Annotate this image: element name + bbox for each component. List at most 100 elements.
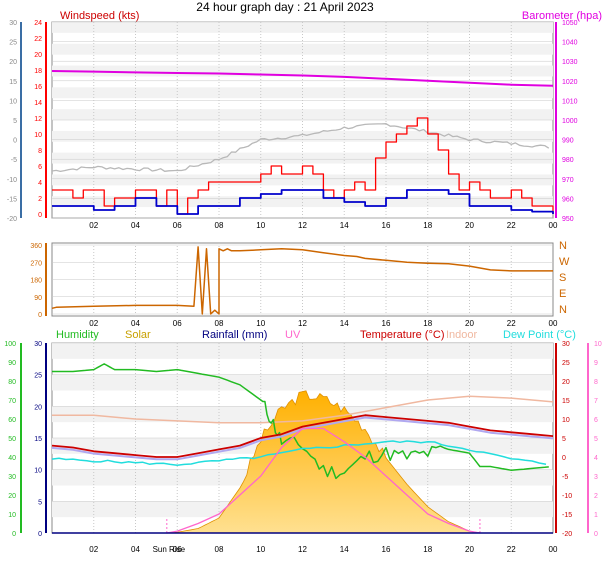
temp-xtick-08: 08	[215, 545, 224, 554]
series-dew-point	[51, 440, 547, 467]
wind-xtick-22: 22	[507, 221, 516, 230]
temp-axis-tick: -10	[562, 493, 572, 500]
humidity-axis-tick: 20	[8, 493, 16, 500]
outer-axis-tick: 30	[9, 20, 17, 27]
dir-compass-tick: E	[559, 288, 566, 300]
series-temperature	[51, 414, 554, 458]
temp-xtick-14: 14	[340, 545, 349, 554]
humidity-axis-tick: 100	[4, 341, 16, 348]
temp-xtick-16: 16	[382, 545, 391, 554]
temp-xtick-22: 22	[507, 545, 516, 554]
temp-xtick-10: 10	[256, 545, 265, 554]
uv-axis-tick: 5	[594, 436, 598, 443]
rain-axis-tick: 10	[34, 468, 42, 475]
dir-compass-tick: N	[559, 240, 567, 252]
baro-axis-tick: 990	[562, 138, 574, 145]
temp-xtick-06: 06	[173, 545, 182, 554]
humidity-axis-tick: 40	[8, 455, 16, 462]
wind-band	[52, 109, 553, 120]
temp-axis-tick: 15	[562, 398, 570, 405]
dir-axis-tick: 90	[34, 295, 42, 302]
dir-compass-tick: S	[559, 272, 566, 284]
outer-axis-tick: 0	[13, 138, 17, 145]
temp-axis-tick: -20	[562, 531, 572, 538]
wind-axis-tick: 4	[38, 180, 42, 187]
wind-xtick-10: 10	[256, 221, 265, 230]
legend-rainfall-mm: Rainfall (mm)	[202, 329, 267, 341]
humidity-axis-tick: 70	[8, 398, 16, 405]
wind-axis-tick: 24	[34, 20, 42, 27]
uv-axis-tick: 0	[594, 531, 598, 538]
wind-axis-tick: 22	[34, 36, 42, 43]
rain-axis-tick: 20	[34, 404, 42, 411]
humidity-axis-tick: 80	[8, 379, 16, 386]
wind-axis-tick: 2	[38, 196, 42, 203]
wind-xtick-12: 12	[298, 221, 307, 230]
temp-xtick-04: 04	[131, 545, 140, 554]
dir-xtick-02: 02	[89, 319, 98, 328]
dir-xtick-00: 00	[549, 319, 558, 328]
series-wind-direction	[51, 246, 553, 315]
wind-xtick-18: 18	[423, 221, 432, 230]
baro-axis-tick: 1020	[562, 79, 578, 86]
outer-axis-tick: -20	[7, 216, 17, 223]
outer-axis-tick: -15	[7, 196, 17, 203]
uv-axis-tick: 10	[594, 341, 602, 348]
uv-axis-tick: 4	[594, 455, 598, 462]
uv-axis-tick: 1	[594, 512, 598, 519]
humidity-axis-tick: 10	[8, 512, 16, 519]
wind-axis-tick: 20	[34, 52, 42, 59]
legend-indoor: Indoor	[446, 329, 478, 341]
series-uv	[166, 427, 481, 534]
temp-axis-tick: -5	[562, 474, 568, 481]
baro-axis-label: Barometer (hpa)	[522, 10, 602, 22]
wind-xtick-04: 04	[131, 221, 140, 230]
wind-band	[52, 196, 553, 208]
outer-axis-tick: 10	[9, 98, 17, 105]
outer-axis-tick: -10	[7, 177, 17, 184]
rain-axis-tick: 15	[34, 436, 42, 443]
wind-band	[52, 174, 553, 186]
temp-axis-tick: 20	[562, 379, 570, 386]
temp-axis-tick: 10	[562, 417, 570, 424]
wind-xtick-20: 20	[465, 221, 474, 230]
baro-axis-tick: 1050	[562, 20, 578, 27]
wind-axis-tick: 10	[34, 132, 42, 139]
temp-xtick-12: 12	[298, 545, 307, 554]
baro-axis-tick: 1010	[562, 98, 578, 105]
temp-axis-tick: 25	[562, 360, 570, 367]
dir-compass-tick: W	[559, 256, 570, 268]
humidity-axis-tick: 90	[8, 360, 16, 367]
dir-xtick-10: 10	[256, 319, 265, 328]
baro-axis-tick: 970	[562, 177, 574, 184]
temp-band	[52, 343, 553, 359]
baro-axis-tick: 1030	[562, 59, 578, 66]
outer-axis-tick: 20	[9, 59, 17, 66]
temp-xtick-02: 02	[89, 545, 98, 554]
wind-xtick-08: 08	[215, 221, 224, 230]
wind-axis-tick: 8	[38, 148, 42, 155]
dir-xtick-16: 16	[382, 319, 391, 328]
legend-humidity: Humidity	[56, 329, 99, 341]
dir-xtick-14: 14	[340, 319, 349, 328]
baro-axis-tick: 1040	[562, 40, 578, 47]
dir-xtick-08: 08	[215, 319, 224, 328]
series-wind-gust	[52, 117, 554, 215]
wind-axis-tick: 12	[34, 116, 42, 123]
dir-xtick-12: 12	[298, 319, 307, 328]
wind-axis-label: Windspeed (kts)	[60, 10, 139, 22]
sunrise-label: Sun Rise	[153, 545, 186, 554]
series-outdoor-temperature	[51, 123, 550, 173]
wind-band	[52, 22, 553, 33]
temp-axis-tick: 5	[562, 436, 566, 443]
wind-xtick-16: 16	[382, 221, 391, 230]
dir-xtick-04: 04	[131, 319, 140, 328]
wind-xtick-06: 06	[173, 221, 182, 230]
dir-xtick-22: 22	[507, 319, 516, 328]
legend-temperature-c: Temperature (°C)	[360, 329, 444, 341]
series-indoor	[52, 395, 554, 424]
rain-axis-tick: 30	[34, 341, 42, 348]
series-solar	[166, 390, 481, 534]
